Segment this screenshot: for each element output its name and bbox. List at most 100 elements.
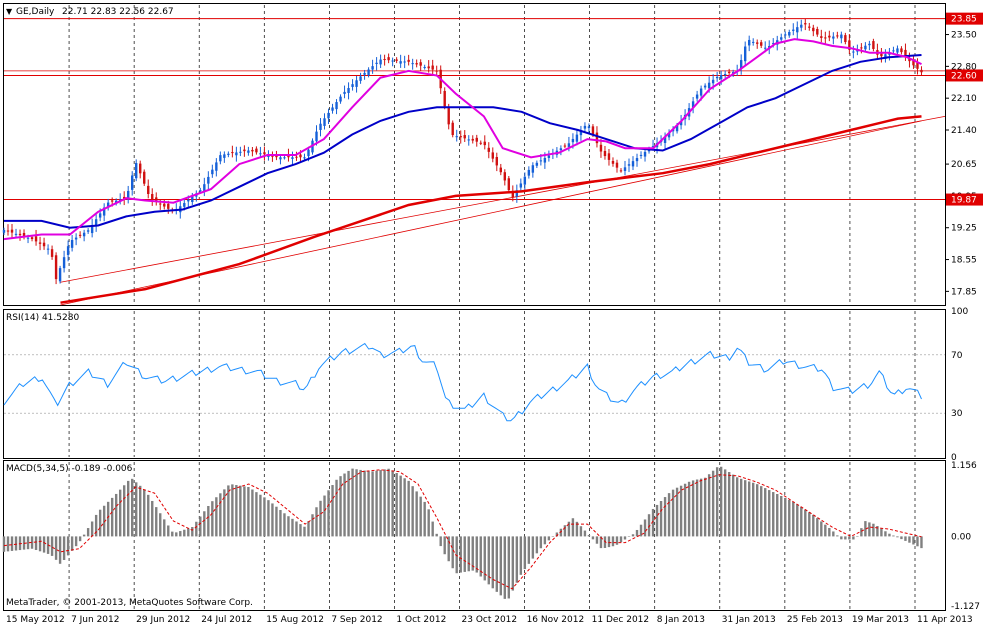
macd-hist-bar	[663, 497, 667, 537]
macd-hist-bar	[579, 526, 583, 537]
macd-hist-bar	[187, 528, 190, 537]
candle-body	[615, 162, 619, 168]
macd-hist-bar	[74, 536, 78, 547]
macd-hist-bar	[848, 536, 851, 540]
candle-body	[519, 183, 523, 188]
macd-hist-bar	[475, 536, 478, 573]
candle-body	[2, 230, 6, 233]
candle-body	[443, 90, 446, 107]
candle-body	[203, 184, 206, 192]
macd-hist-bar	[159, 513, 162, 537]
macd-hist-bar	[519, 536, 523, 575]
candle-body	[351, 84, 354, 87]
candle-body	[98, 213, 102, 218]
macd-hist-bar	[195, 521, 198, 537]
candle-body	[427, 66, 430, 69]
candle-body	[114, 200, 118, 204]
candle-body	[900, 48, 903, 53]
macd-hist-bar	[355, 469, 358, 537]
macd-hist-bar	[571, 518, 575, 537]
candle-body	[34, 236, 38, 242]
candle-body	[122, 196, 126, 199]
candle-body	[415, 63, 418, 65]
macd-hist-bar	[175, 532, 178, 537]
candle-body	[784, 34, 787, 36]
macd-hist-bar	[467, 536, 470, 572]
candle-body	[159, 203, 162, 205]
macd-hist-bar	[900, 536, 903, 540]
candle-body	[315, 131, 318, 142]
candle-body	[54, 255, 58, 280]
candle-body	[110, 200, 114, 202]
candle-body	[868, 43, 871, 46]
macd-hist-bar	[908, 536, 911, 543]
candle-body	[699, 88, 703, 96]
candle-body	[291, 157, 294, 159]
date-tick-label: 25 Feb 2013	[787, 615, 843, 625]
macd-hist-bar	[904, 536, 907, 541]
macd-hist-bar	[215, 497, 218, 537]
macd-hist-bar	[171, 531, 174, 537]
candle-body	[135, 163, 138, 179]
rsi-line	[3, 342, 922, 422]
macd-hist-bar	[435, 533, 438, 537]
macd-hist-bar	[764, 488, 767, 537]
macd-hist-bar	[828, 527, 831, 537]
candle-body	[804, 23, 807, 25]
candle-body	[431, 65, 434, 70]
candle-body	[155, 197, 158, 202]
candle-body	[619, 170, 623, 172]
macd-hist-bar	[207, 505, 210, 537]
candle-body	[447, 106, 450, 125]
candle-body	[563, 145, 567, 147]
macd-hist-bar	[567, 521, 571, 537]
macd-hist-bar	[327, 490, 330, 537]
candle-body	[768, 45, 771, 48]
candle-body	[131, 175, 134, 190]
candle-body	[812, 27, 815, 32]
ma-fast-line	[3, 38, 922, 241]
macd-hist-bar	[6, 536, 10, 552]
macd-hist-bar	[199, 516, 202, 537]
candle-body	[10, 229, 14, 233]
candle-body	[639, 154, 643, 156]
date-tick-label: 23 Oct 2012	[462, 615, 518, 625]
candle-body	[375, 62, 378, 64]
candle-body	[495, 157, 498, 166]
macd-hist-bar	[299, 524, 302, 537]
macd-hist-bar	[739, 478, 743, 537]
candle-body	[319, 123, 322, 130]
date-tick-label: 11 Dec 2012	[592, 615, 650, 625]
candle-body	[832, 36, 835, 39]
candle-body	[102, 207, 106, 216]
candle-body	[287, 155, 290, 158]
candle-body	[183, 203, 186, 207]
date-tick-label: 15 Aug 2012	[266, 615, 324, 625]
macd-hist-bar	[243, 486, 246, 537]
macd-hist-bar	[872, 523, 875, 537]
macd-hist-bar	[507, 536, 511, 599]
candle-body	[295, 156, 298, 158]
candle-body	[126, 190, 130, 200]
macd-hist-bar	[295, 521, 298, 537]
candle-body	[475, 137, 478, 142]
candle-body	[591, 126, 595, 135]
candle-body	[191, 196, 194, 202]
macd-hist-bar	[547, 536, 551, 541]
macd-panel-frame	[3, 460, 946, 611]
candle-body	[595, 132, 599, 144]
date-tick-label: 16 Nov 2012	[527, 615, 585, 625]
macd-hist-bar	[639, 524, 643, 537]
macd-hist-bar	[655, 504, 659, 537]
candle-body	[752, 41, 755, 43]
date-tick-label: 1 Oct 2012	[396, 615, 446, 625]
candle-body	[86, 230, 90, 232]
macd-hist-bar	[407, 480, 410, 537]
candle-body	[231, 152, 234, 154]
candle-body	[387, 57, 390, 61]
macd-hist-bar	[231, 484, 234, 537]
candle-body	[896, 48, 899, 53]
candle-body	[267, 155, 270, 157]
dropdown-arrow-icon[interactable]: ▼	[6, 7, 13, 16]
candle-body	[780, 37, 783, 40]
